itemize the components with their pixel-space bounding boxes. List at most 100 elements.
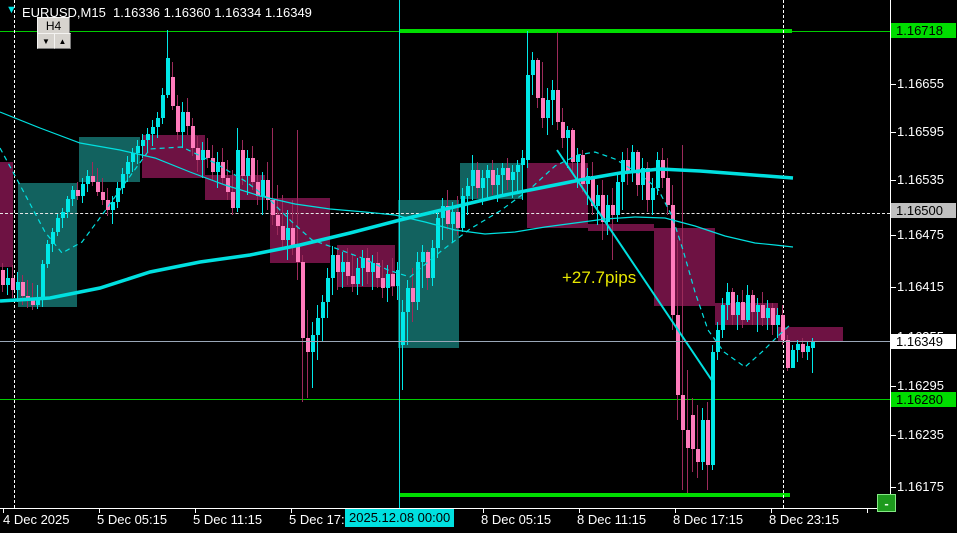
ohlc-header: EURUSD,M15 1.16336 1.16360 1.16334 1.163… [22,5,312,20]
candle-body [576,155,580,162]
supply-zone[interactable] [588,224,654,231]
level-price-label: 1.16500 [891,203,956,218]
candle-body [766,308,770,318]
price-tick [890,84,896,85]
candle-wick [587,168,588,205]
candle-body [511,172,515,180]
time-axis-label: 5 Dec 11:15 [193,512,263,527]
candle-body [396,270,400,286]
minimize-button[interactable]: - [877,494,896,512]
candle-body [1,270,5,285]
candle-body [781,315,785,340]
candle-body [806,346,810,352]
candle-wick [322,295,323,342]
candle-body [236,150,240,208]
dashed-vertical-line[interactable] [14,0,15,508]
candle-body [706,420,710,465]
time-tick [99,508,100,513]
candle-body [206,150,210,158]
quote-close: 1.16349 [264,5,312,20]
bid-price-line[interactable] [0,341,890,342]
candle-body [281,226,285,240]
candle-body [691,415,695,449]
candle-wick [697,405,698,478]
candle-body [176,106,180,132]
candle-body [431,248,435,278]
candle-body [681,395,685,430]
candle-wick [272,128,273,225]
candle-body [216,162,220,172]
candle-wick [517,160,518,192]
candle-body [101,192,105,200]
time-axis-border [0,508,891,509]
candle-body [196,148,200,160]
candle-body [266,180,270,200]
candle-body [131,153,135,162]
candle-body [786,340,790,368]
timeframe-button[interactable]: H4 [37,17,70,34]
price-tick [890,132,896,133]
candle-wick [27,280,28,308]
candle-body [71,190,75,199]
candle-body [46,244,50,264]
candle-wick [277,185,278,235]
candle-wick [612,188,613,260]
candle-body [416,262,420,302]
candle-body [626,160,630,172]
candle-body [351,276,355,284]
candle-body [141,140,145,146]
candle-body [776,315,780,325]
supply-zone[interactable] [270,198,330,263]
time-tick [483,508,484,513]
quote-high: 1.16360 [163,5,211,20]
green-thick-level-line[interactable] [399,29,792,33]
period-separator-line[interactable] [399,0,400,508]
candle-body [361,258,365,268]
candle-body [636,152,640,185]
supply-zone[interactable] [205,175,265,200]
timeframe-down-button[interactable]: ▼ [37,33,55,49]
candle-body [21,282,25,296]
candle-body [221,162,225,178]
candle-body [676,315,680,395]
candle-body [246,158,250,176]
candle-body [86,176,90,184]
candle-body [366,258,370,272]
price-tick [890,435,896,436]
candle-body [181,112,185,132]
candle-body [186,112,190,126]
time-tick [579,508,580,513]
time-axis-label: 8 Dec 05:15 [481,512,552,527]
supply-zone[interactable] [654,228,715,306]
symbol-marker-icon: ▼ [6,4,17,16]
candle-body [671,205,675,315]
quote-low: 1.16334 [214,5,262,20]
green-thick-level-line[interactable] [399,493,790,497]
candle-body [6,278,10,285]
candle-body [16,282,20,290]
price-axis-label: 1.16595 [897,124,944,139]
candle-body [386,274,390,288]
candle-wick [512,165,513,198]
current-price-label: 1.16349 [891,334,956,349]
supply-zone[interactable] [0,162,13,267]
pips-annotation: +27.7pips [562,268,637,287]
green-level-line[interactable] [0,399,890,400]
timeframe-up-button[interactable]: ▲ [54,33,71,49]
candle-body [401,312,405,345]
candle-wick [487,165,488,198]
price-tick [890,287,896,288]
candle-wick [497,168,498,202]
candle-body [11,278,15,290]
candle-body [811,342,815,348]
candle-body [446,206,450,224]
supply-zone[interactable] [778,327,843,341]
candle-body [581,155,585,184]
candle-body [701,420,705,462]
price-axis-label: 1.16655 [897,76,944,91]
candle-body [646,168,650,200]
candle-body [611,205,615,215]
dashed-vertical-line[interactable] [783,0,784,508]
candle-body [91,176,95,182]
dashed-level-line[interactable] [0,213,890,214]
